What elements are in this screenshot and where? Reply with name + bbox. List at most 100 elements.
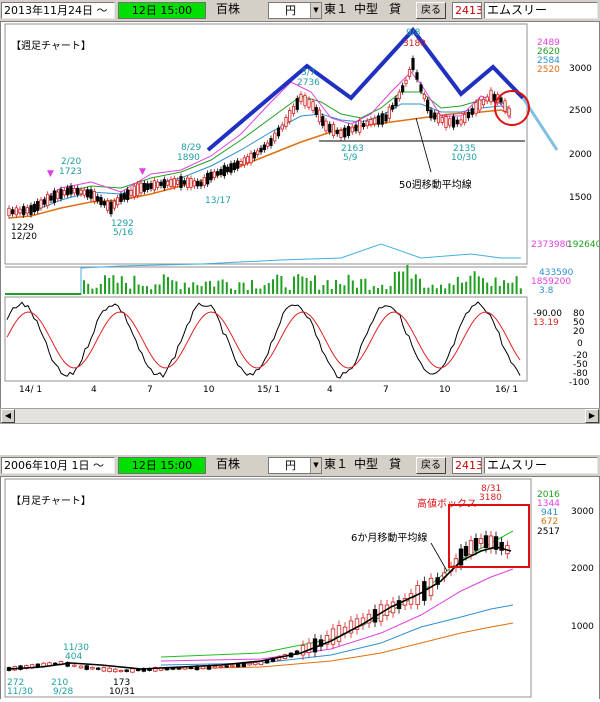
annotation-date: 5/16 (113, 228, 133, 238)
volume-bar (465, 281, 468, 294)
size-label: 中型 (354, 2, 379, 16)
volume-bar (490, 285, 493, 294)
candle (415, 69, 419, 83)
candle (69, 183, 73, 197)
volume-bar (133, 275, 136, 294)
candle (46, 191, 50, 209)
candle (199, 179, 203, 189)
candle (373, 115, 377, 127)
volume-bar (419, 278, 421, 294)
annotation-value: 2135 (453, 144, 476, 154)
stock-name-field[interactable]: エムスリー (484, 2, 598, 19)
oscillator-line-d (6, 311, 521, 369)
annotation-date: 9/28 (53, 687, 73, 697)
candle (226, 164, 230, 175)
volume-bar (246, 289, 249, 294)
candle (107, 667, 112, 673)
volume-bar (230, 288, 232, 294)
volume-bar (95, 287, 98, 294)
currency-select[interactable]: 円 ▼ (268, 2, 322, 19)
candle (440, 114, 444, 126)
back-button[interactable]: 戻る (416, 2, 446, 19)
chevron-down-icon[interactable]: ▼ (310, 458, 321, 473)
candle (176, 177, 180, 188)
x-tick: 4 (327, 385, 333, 395)
osc-tick: -80 (573, 369, 588, 379)
candle (404, 77, 408, 87)
candle (394, 95, 398, 109)
candle (384, 111, 388, 125)
volume-bar (377, 288, 379, 294)
candle (122, 190, 126, 203)
annotation-value: 3180 (403, 39, 426, 49)
candle (365, 118, 369, 129)
stock-code-field[interactable]: 2413 (452, 2, 482, 19)
volume-bar (305, 277, 308, 294)
marker-icon: ▼ (47, 169, 54, 179)
period-display[interactable]: 12日 15:00 (118, 2, 206, 19)
stock-name-field[interactable]: エムスリー (484, 457, 598, 474)
candle (72, 185, 76, 196)
candle (216, 168, 220, 179)
annotation-date: 11/30 (63, 643, 89, 653)
volume-value: 3.8 (539, 286, 554, 296)
legend-value: 1344 (537, 499, 560, 509)
chevron-down-icon[interactable]: ▼ (310, 3, 321, 18)
annotation-value: 1890 (177, 153, 200, 163)
volume-bar (91, 288, 94, 294)
period-display[interactable]: 12日 15:00 (118, 457, 206, 474)
volume-bar (406, 264, 409, 294)
candle (499, 537, 504, 556)
candle (229, 160, 233, 176)
candle (109, 199, 113, 217)
candle (369, 116, 373, 128)
candle (179, 173, 183, 191)
back-button[interactable]: 戻る (416, 457, 446, 474)
annotation-date: 9/8 (406, 28, 421, 38)
volume-bar (343, 285, 346, 294)
start-date-field[interactable]: 2006年10月 1日 ～ (1, 457, 115, 474)
candle (259, 145, 263, 155)
annotation-date: 3/7 (301, 68, 315, 78)
annotation-value: 272 (7, 678, 24, 688)
osc-tick: 50 (573, 318, 585, 328)
annotation-date: 12/20 (11, 232, 37, 242)
ma-label: 6か月移動平均線 (351, 531, 427, 544)
volume-bar (486, 282, 489, 294)
candle (101, 666, 107, 673)
currency-select[interactable]: 円 ▼ (268, 457, 322, 474)
volume-bar (389, 285, 392, 294)
volume-bar (452, 285, 455, 294)
stock-code-field[interactable]: 2413 (452, 457, 482, 474)
scroll-left-icon[interactable]: ◀ (1, 409, 15, 423)
volume-bar (267, 283, 270, 294)
volume-bar (318, 289, 321, 294)
candle (343, 125, 347, 140)
volume-bar (309, 280, 312, 294)
candle (474, 99, 478, 117)
volume-bar (146, 286, 148, 294)
price-panel-frame (4, 23, 528, 265)
candle (391, 102, 395, 113)
horizontal-scrollbar[interactable]: ◀ ▶ (0, 408, 600, 424)
volume-bar (435, 288, 438, 294)
volume-bar (431, 284, 434, 294)
annotation-date: 2/20 (61, 157, 81, 167)
toolbar: 2006年10月 1日 ～ 12日 15:00 百株 円 ▼ 東１ 中型 貸 戻る… (0, 455, 600, 477)
candle (202, 174, 206, 189)
volume-bar (238, 282, 241, 294)
candle (222, 162, 226, 179)
candle (321, 113, 325, 129)
start-date-field[interactable]: 2013年11月24日 ～ (1, 2, 115, 19)
scroll-right-icon[interactable]: ▶ (585, 409, 599, 423)
volume-bar (339, 284, 342, 294)
volume-bar (129, 288, 132, 294)
annotation-date: 11/30 (7, 687, 33, 697)
candle (339, 127, 343, 141)
volume-bar (179, 289, 182, 294)
annotation-value: 210 (51, 678, 68, 688)
volume-bar (221, 279, 224, 294)
candle (444, 113, 448, 131)
annotation-date: 10/30 (451, 153, 477, 163)
candle (336, 620, 342, 647)
